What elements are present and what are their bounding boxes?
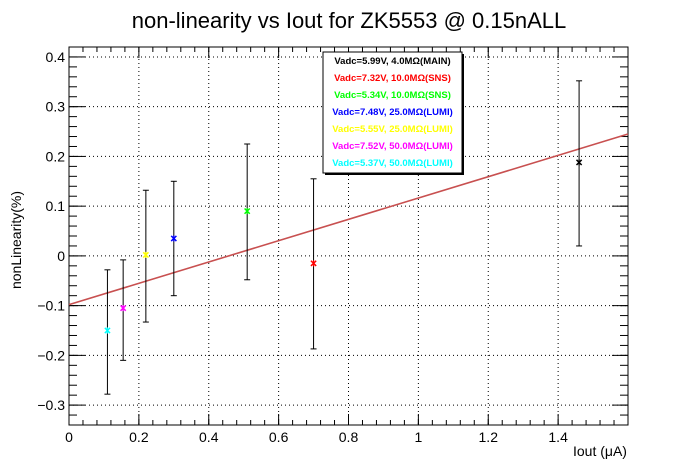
legend-entry: Vadc=5.34V, 10.0MΩ(SNS) (334, 90, 451, 101)
x-tick-label: 0 (65, 429, 73, 445)
data-point (244, 143, 251, 281)
x-tick-label: 1.4 (548, 429, 568, 445)
fit-line (68, 133, 629, 306)
y-tick-label: 0.1 (46, 198, 66, 214)
y-tick-label: 0.4 (46, 49, 66, 65)
data-point (104, 269, 111, 395)
data-point (170, 180, 177, 297)
data-point (575, 80, 583, 247)
y-tick-label: −0.2 (37, 347, 65, 363)
x-tick-label: 1 (414, 429, 422, 445)
legend: Vadc=5.99V, 4.0MΩ(MAIN) Vadc=7.32V, 10.0M… (322, 51, 464, 175)
y-tick-label: 0 (57, 248, 65, 264)
data-points (104, 80, 583, 395)
data-point (310, 178, 317, 350)
x-tick-label: 0.8 (339, 429, 359, 445)
axis-ticks (68, 46, 629, 426)
x-tick-label: 1.2 (479, 429, 499, 445)
y-tick-labels: −0.3 −0.2 −0.1 0 0.1 0.2 0.3 0.4 (37, 49, 65, 413)
y-tick-label: −0.1 (37, 298, 65, 314)
x-axis-label: Iout (μA) (573, 443, 627, 459)
legend-entry: Vadc=5.37V, 50.0MΩ(LUMI) (332, 158, 453, 169)
y-tick-label: 0.3 (46, 99, 66, 115)
legend-entry: Vadc=5.55V, 25.0MΩ(LUMI) (332, 124, 453, 135)
x-tick-labels: 0 0.2 0.4 0.6 0.8 1 1.2 1.4 (65, 429, 568, 445)
y-tick-label: −0.3 (37, 397, 65, 413)
x-tick-label: 0.4 (199, 429, 219, 445)
chart-title: non-linearity vs Iout for ZK5553 @ 0.15n… (132, 8, 566, 33)
data-point (142, 189, 149, 323)
legend-entry: Vadc=7.48V, 25.0MΩ(LUMI) (332, 107, 453, 118)
data-point (120, 259, 127, 361)
x-tick-label: 0.2 (129, 429, 149, 445)
legend-entry: Vadc=5.99V, 4.0MΩ(MAIN) (334, 56, 450, 67)
legend-box (322, 51, 463, 174)
x-tick-label: 0.6 (269, 429, 289, 445)
legend-entry: Vadc=7.52V, 50.0MΩ(LUMI) (332, 141, 453, 152)
y-axis-label: nonLinearity(%) (8, 191, 24, 289)
legend-entry: Vadc=7.32V, 10.0MΩ(SNS) (334, 73, 451, 84)
y-tick-label: 0.2 (46, 148, 66, 164)
